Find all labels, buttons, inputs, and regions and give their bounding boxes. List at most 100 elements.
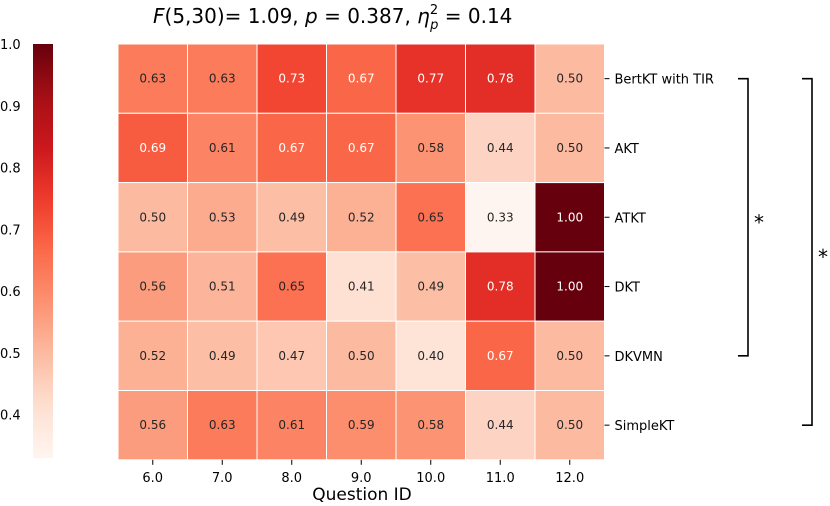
- title-eta-value: = 0.14: [438, 4, 512, 28]
- colorbar: 0.4 0.5 0.6 0.7 0.8 0.9 1.0: [0, 38, 53, 458]
- heatmap-cell: [465, 43, 536, 114]
- heatmap-cell: [117, 112, 188, 184]
- heatmap-cells: 0.63 0.63 0.73 0.67 0.77 0.78 0.50 0.69 0.61 0.67…: [117, 43, 605, 461]
- colorbar-tick-label: 0.7: [0, 223, 21, 238]
- heatmap-cell: [326, 43, 397, 114]
- heatmap-cell: [326, 182, 397, 253]
- colorbar-tick-label: 1.0: [0, 38, 21, 53]
- heatmap-cell: [326, 390, 397, 461]
- cell-value-label: 0.33: [487, 210, 514, 224]
- cell-value-label: 0.50: [556, 349, 583, 363]
- colorbar-tick-label: 0.4: [0, 409, 21, 424]
- cell-value-label: 0.67: [487, 349, 514, 363]
- title-f-args: (5,30)= 1.09,: [165, 4, 306, 28]
- heatmap-cell: [187, 43, 258, 114]
- x-tick-label: 10.0: [416, 471, 445, 486]
- cell-value-label: 0.52: [139, 349, 166, 363]
- heatmap-cell: [256, 182, 327, 253]
- cell-value-label: 0.58: [417, 418, 444, 432]
- cell-value-label: 0.44: [487, 418, 514, 432]
- cell-value-label: 0.56: [139, 280, 166, 294]
- cell-value-label: 0.67: [348, 72, 375, 86]
- heatmap-cell: [534, 182, 605, 253]
- cell-value-label: 0.50: [139, 210, 166, 224]
- significance-bracket: [802, 77, 813, 426]
- x-axis-label: Question ID: [312, 485, 412, 505]
- cell-value-label: 0.50: [348, 349, 375, 363]
- heatmap-cell: [326, 251, 397, 322]
- cell-value-label: 0.44: [487, 141, 514, 155]
- heatmap-cell: [256, 390, 327, 461]
- title-eta-sup: 2: [430, 3, 438, 18]
- cell-value-label: 1.00: [556, 210, 583, 224]
- cell-value-label: 0.49: [209, 349, 236, 363]
- cell-value-label: 0.49: [278, 210, 305, 224]
- heatmap-cell: [256, 320, 327, 392]
- heatmap-cell: [256, 43, 327, 114]
- cell-value-label: 0.50: [556, 418, 583, 432]
- colorbar-gradient: [33, 44, 53, 458]
- heatmap-cell: [187, 182, 258, 253]
- significance-star: *: [754, 210, 764, 234]
- cell-value-label: 0.50: [556, 141, 583, 155]
- heatmap-cell: [187, 390, 258, 461]
- cell-value-label: 0.50: [556, 72, 583, 86]
- cell-value-label: 0.77: [417, 72, 444, 86]
- x-tick-label: 6.0: [142, 471, 163, 486]
- x-tick-label: 8.0: [281, 471, 302, 486]
- title-eta-symbol: η: [417, 4, 430, 28]
- cell-value-label: 0.59: [348, 418, 375, 432]
- title-eta-sub: p: [429, 18, 438, 33]
- y-tick-label: BertKT with TIR: [615, 73, 714, 88]
- y-tick-label: DKT: [615, 281, 641, 296]
- heatmap-cell: [465, 251, 536, 322]
- significance-star: *: [818, 245, 828, 269]
- heatmap-cell: [534, 251, 605, 322]
- cell-value-label: 0.63: [209, 72, 236, 86]
- heatmap-cell: [534, 390, 605, 461]
- y-tick-label: SimpleKT: [615, 419, 675, 434]
- cell-value-label: 0.58: [417, 141, 444, 155]
- cell-value-label: 0.65: [278, 280, 305, 294]
- cell-value-label: 0.40: [417, 349, 444, 363]
- heatmap-cell: [395, 112, 466, 184]
- cell-value-label: 0.61: [278, 418, 305, 432]
- x-tick-label: 12.0: [555, 471, 584, 486]
- heatmap-cell: [534, 112, 605, 184]
- colorbar-tick-label: 0.5: [0, 347, 21, 362]
- y-tick-label: DKVMN: [615, 350, 663, 365]
- heatmap-cell: [117, 320, 188, 392]
- cell-value-label: 0.47: [278, 349, 305, 363]
- cell-value-label: 0.63: [139, 72, 166, 86]
- colorbar-tick-label: 0.8: [0, 162, 21, 177]
- cell-value-label: 0.61: [209, 141, 236, 155]
- y-axis-ticks: BertKT with TIR AKT ATKT DKT DKVMN SimpleKT: [604, 73, 714, 434]
- x-tick-label: 11.0: [486, 471, 515, 486]
- heatmap-cell: [117, 251, 188, 322]
- cell-value-label: 0.67: [348, 141, 375, 155]
- cell-value-label: 0.49: [417, 280, 444, 294]
- cell-value-label: 0.78: [487, 280, 514, 294]
- heatmap-cell: [395, 182, 466, 253]
- title-f-symbol: F: [153, 4, 165, 28]
- significance-brackets: **: [738, 77, 828, 426]
- cell-value-label: 0.78: [487, 72, 514, 86]
- x-axis-ticks: 6.0 7.0 8.0 9.0 10.0 11.0 12.0: [142, 459, 584, 486]
- heatmap-cell: [117, 43, 188, 114]
- title-p-symbol: p: [304, 4, 318, 28]
- cell-value-label: 0.67: [278, 141, 305, 155]
- cell-value-label: 0.73: [278, 72, 305, 86]
- cell-value-label: 0.53: [209, 210, 236, 224]
- cell-value-label: 0.63: [209, 418, 236, 432]
- x-tick-label: 9.0: [351, 471, 372, 486]
- heatmap-cell: [395, 390, 466, 461]
- y-tick-label: AKT: [615, 142, 639, 157]
- cell-value-label: 0.41: [348, 280, 375, 294]
- significance-bracket: [738, 77, 749, 357]
- cell-value-label: 0.52: [348, 210, 375, 224]
- x-tick-label: 7.0: [212, 471, 233, 486]
- cell-value-label: 1.00: [556, 280, 583, 294]
- cell-value-label: 0.56: [139, 418, 166, 432]
- heatmap-cell: [534, 320, 605, 392]
